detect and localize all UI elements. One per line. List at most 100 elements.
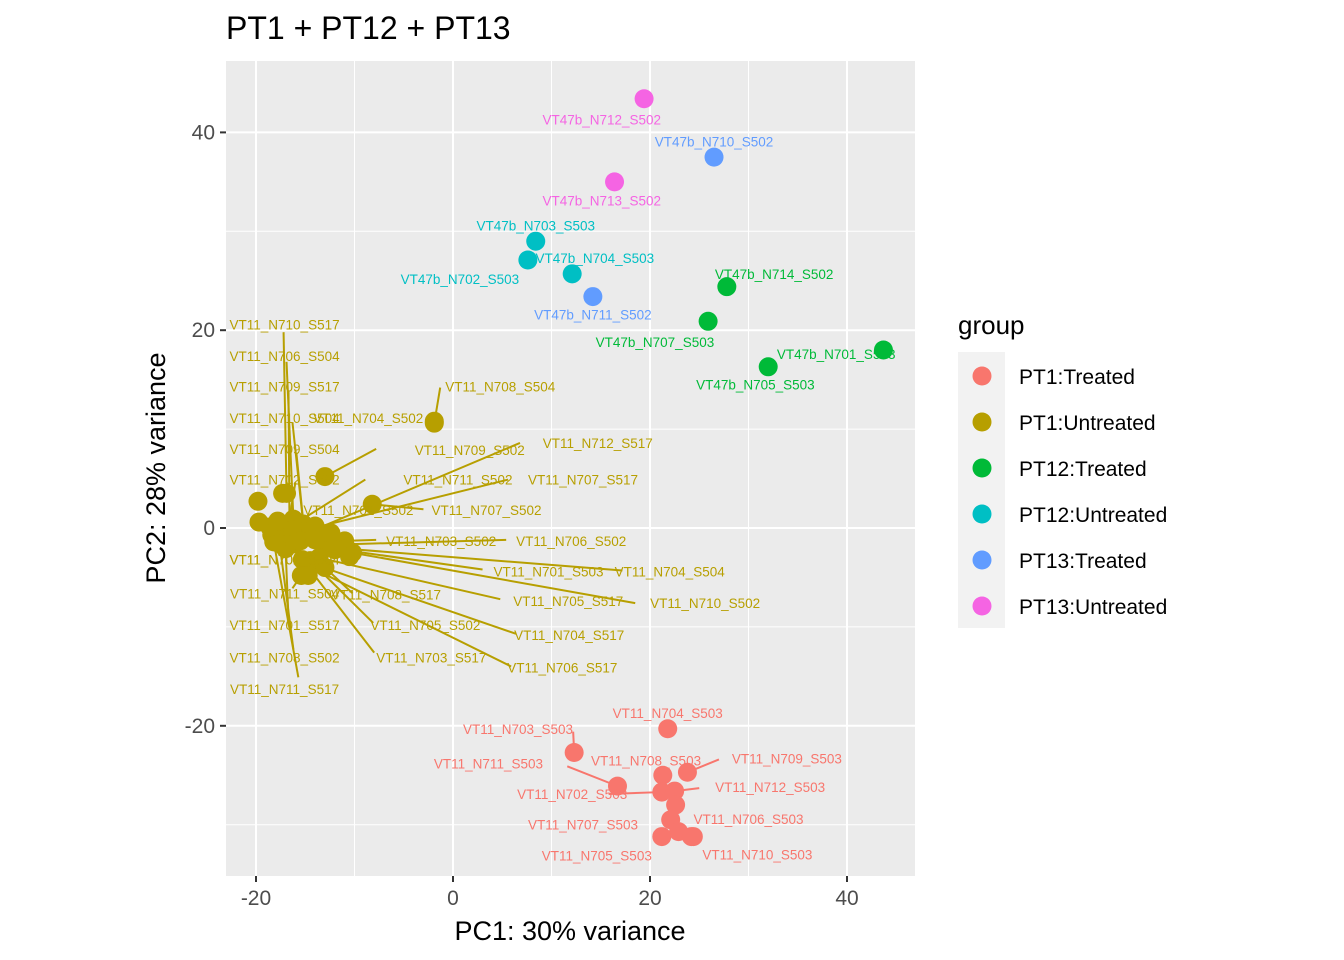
legend-label: PT12:Untreated xyxy=(1019,504,1167,527)
point-label: VT11_N702_S504 xyxy=(230,553,341,568)
data-point xyxy=(698,311,718,331)
point-label: VT11_N704_S502 xyxy=(313,411,423,426)
point-label: VT11_N705_S517 xyxy=(513,594,623,609)
point-label: VT11_N709_S517 xyxy=(230,380,340,395)
data-point xyxy=(634,89,654,109)
x-axis-title: PC1: 30% variance xyxy=(454,916,685,946)
point-label: VT11_N708_S502 xyxy=(230,651,340,666)
data-point xyxy=(526,231,546,251)
point-label: VT11_N704_S517 xyxy=(514,628,624,643)
data-point xyxy=(607,776,627,796)
y-axis-title: PC2: 28% variance xyxy=(141,352,171,583)
data-point xyxy=(268,511,288,531)
legend-title: group xyxy=(958,310,1025,340)
point-label: VT11_N702_S503 xyxy=(517,787,627,802)
point-label: VT47b_N707_S503 xyxy=(596,335,715,350)
y-tick-label: 20 xyxy=(192,319,215,342)
data-point xyxy=(340,547,360,567)
x-tick-label: -20 xyxy=(241,887,271,910)
legend-key xyxy=(972,504,992,524)
x-axis-ticks: -20 0 20 40 xyxy=(241,876,859,910)
point-label: VT11_N703_S517 xyxy=(376,651,486,666)
data-point xyxy=(315,467,335,487)
point-label: VT47b_N713_S502 xyxy=(542,194,661,209)
x-tick-label: 20 xyxy=(638,887,661,910)
data-point xyxy=(305,530,325,550)
point-label: VT11_N709_S504 xyxy=(230,442,341,457)
data-point xyxy=(666,795,686,815)
data-point xyxy=(652,827,672,847)
label-segment xyxy=(324,448,377,478)
data-point xyxy=(677,762,697,782)
data-point xyxy=(290,531,310,551)
y-tick-label: 0 xyxy=(203,517,215,540)
point-label: VT47b_N704_S503 xyxy=(536,251,655,266)
point-label: VT11_N704_S503 xyxy=(613,706,723,721)
y-tick-label: -20 xyxy=(185,715,215,738)
legend-key-background xyxy=(958,352,1005,628)
data-point xyxy=(273,483,293,503)
point-label: VT11_N708_S504 xyxy=(445,380,556,395)
legend-label: PT12:Treated xyxy=(1019,458,1147,481)
data-point xyxy=(424,411,444,431)
y-axis-ticks: -20 0 20 40 xyxy=(185,121,226,738)
point-label: VT11_N706_S503 xyxy=(693,812,803,827)
point-label: VT11_N706_S504 xyxy=(230,349,341,364)
data-point xyxy=(518,250,538,270)
point-label: VT47b_N703_S503 xyxy=(476,218,595,233)
data-point xyxy=(321,523,341,543)
point-label: VT11_N701_S504 xyxy=(230,553,341,568)
major-gridlines xyxy=(226,61,915,876)
data-point xyxy=(605,172,625,192)
data-point xyxy=(298,565,318,585)
label-segment xyxy=(349,549,483,571)
point-label: VT11_N711_S503 xyxy=(434,756,543,771)
data-points xyxy=(248,89,893,847)
data-point xyxy=(681,827,701,847)
point-label: VT11_N710_S502 xyxy=(650,596,760,611)
point-label: VT11_N706_S502 xyxy=(516,534,626,549)
legend-label: PT13:Treated xyxy=(1019,550,1147,573)
point-label: VT11_N701_S503 xyxy=(493,565,603,580)
point-label: VT11_N703_S503 xyxy=(463,722,573,737)
point-label: VT11_N711_S502 xyxy=(403,473,512,488)
point-label: VT47b_N711_S502 xyxy=(534,307,652,322)
point-label: VT11_N701_S517 xyxy=(230,618,340,633)
point-label: VT11_N707_S517 xyxy=(528,473,638,488)
point-label: VT11_N706_S517 xyxy=(507,660,617,675)
legend-key xyxy=(972,412,992,432)
legend-label: PT1:Untreated xyxy=(1019,412,1156,435)
data-point xyxy=(562,264,582,284)
point-labels: VT47b_N712_S502 VT47b_N710_S502 VT47b_N713… xyxy=(230,113,896,864)
point-label: VT11_N710_S503 xyxy=(702,847,812,862)
label-segment xyxy=(326,538,507,546)
legend-key xyxy=(972,366,992,386)
legend-key xyxy=(972,550,992,570)
legend-label: PT13:Untreated xyxy=(1019,596,1167,619)
point-label: VT11_N704_S504 xyxy=(615,565,726,580)
label-segment xyxy=(346,547,623,572)
point-label: VT11_N701_S502 xyxy=(303,503,413,518)
data-point xyxy=(665,781,685,801)
point-label: VT11_N702_S502 xyxy=(230,473,340,488)
data-point xyxy=(315,558,335,578)
point-label: VT47b_N712_S502 xyxy=(542,113,661,128)
point-label: VT11_N708_S517 xyxy=(331,587,441,602)
point-label: VT11_N707_S503 xyxy=(528,818,638,833)
point-label: VT11_N707_S502 xyxy=(431,503,541,518)
label-segment xyxy=(295,442,521,539)
data-point xyxy=(362,494,382,514)
legend-label: PT1:Treated xyxy=(1019,366,1135,389)
label-segment xyxy=(311,562,517,635)
data-point xyxy=(758,357,778,377)
data-point xyxy=(653,765,673,785)
point-label: VT47b_N705_S503 xyxy=(696,378,815,393)
point-label: VT11_N709_S503 xyxy=(732,751,842,766)
point-label: VT11_N710_S517 xyxy=(230,317,340,332)
legend-key xyxy=(972,596,992,616)
point-label: VT47b_N701_S503 xyxy=(777,347,896,362)
label-segment xyxy=(287,391,291,526)
label-segment xyxy=(352,551,636,605)
point-label: VT11_N712_S517 xyxy=(543,436,653,451)
